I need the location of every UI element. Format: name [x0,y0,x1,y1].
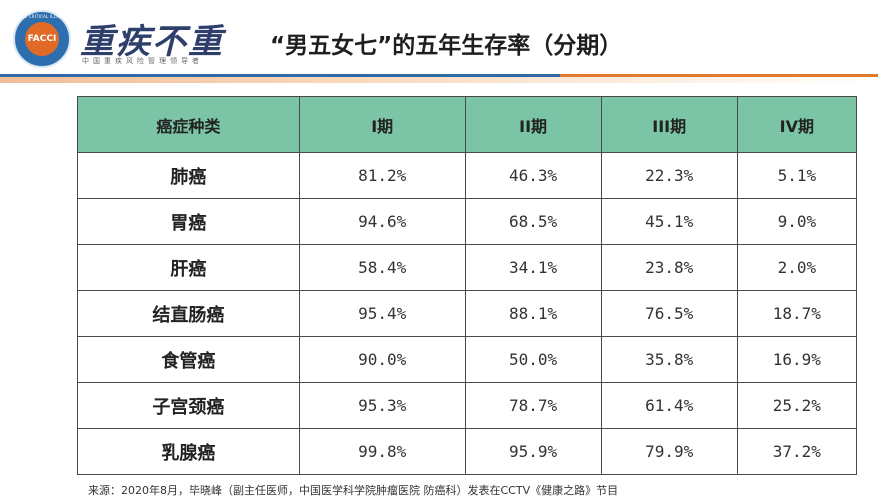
table-row: 食管癌 90.0% 50.0% 35.8% 16.9% [77,336,858,383]
header-cancer-type: 癌症种类 [77,96,300,153]
rate-cell: 37.2% [736,428,858,475]
rate-cell: 95.3% [298,382,466,429]
table-row: 肝癌 58.4% 34.1% 23.8% 2.0% [77,244,858,291]
header-swoosh [0,77,878,83]
cancer-type-cell: 子宫颈癌 [77,382,300,429]
table-row: 结直肠癌 95.4% 88.1% 76.5% 18.7% [77,290,858,337]
table-header-row: 癌症种类 I期 II期 III期 IV期 [77,96,858,153]
header-divider-accent [560,74,878,77]
rate-cell: 58.4% [298,244,466,291]
rate-cell: 95.9% [464,428,602,475]
rate-cell: 34.1% [464,244,602,291]
rate-cell: 45.1% [600,198,738,245]
brand-subtitle: 中国重疾风险管理领导者 [82,57,203,65]
cancer-type-cell: 肝癌 [77,244,300,291]
logo-ring-text: FACE CRITICAL ILLNESS [16,14,68,19]
table-row: 胃癌 94.6% 68.5% 45.1% 9.0% [77,198,858,245]
header: FACE CRITICAL ILLNESS FACCI 重疾不重 中国重疾风险管… [0,0,878,86]
rate-cell: 5.1% [736,152,858,199]
table-row: 肺癌 81.2% 46.3% 22.3% 5.1% [77,152,858,199]
rate-cell: 94.6% [298,198,466,245]
rate-cell: 9.0% [736,198,858,245]
page-title: “男五女七”的五年生存率（分期） [270,33,623,59]
rate-cell: 78.7% [464,382,602,429]
logo-emblem: FACCI [25,22,59,56]
rate-cell: 88.1% [464,290,602,337]
rate-cell: 79.9% [600,428,738,475]
cancer-type-cell: 胃癌 [77,198,300,245]
rate-cell: 46.3% [464,152,602,199]
header-divider [0,74,878,77]
rate-cell: 22.3% [600,152,738,199]
header-stage-1: I期 [298,96,466,153]
header-stage-2: II期 [464,96,602,153]
cancer-type-cell: 乳腺癌 [77,428,300,475]
brand-name: 重疾不重 [80,22,224,62]
rate-cell: 23.8% [600,244,738,291]
rate-cell: 95.4% [298,290,466,337]
rate-cell: 90.0% [298,336,466,383]
rate-cell: 76.5% [600,290,738,337]
cancer-type-cell: 食管癌 [77,336,300,383]
rate-cell: 50.0% [464,336,602,383]
rate-cell: 18.7% [736,290,858,337]
logo: FACE CRITICAL ILLNESS FACCI [13,10,71,68]
survival-table: 癌症种类 I期 II期 III期 IV期 肺癌 81.2% 46.3% 22.3… [77,96,858,475]
rate-cell: 16.9% [736,336,858,383]
cancer-type-cell: 结直肠癌 [77,290,300,337]
header-stage-3: III期 [600,96,738,153]
rate-cell: 99.8% [298,428,466,475]
rate-cell: 35.8% [600,336,738,383]
rate-cell: 68.5% [464,198,602,245]
rate-cell: 81.2% [298,152,466,199]
rate-cell: 61.4% [600,382,738,429]
source-note: 来源：2020年8月，毕晓峰（副主任医师，中国医学科学院肿瘤医院 防癌科）发表在… [88,484,619,497]
rate-cell: 25.2% [736,382,858,429]
cancer-type-cell: 肺癌 [77,152,300,199]
table-row: 乳腺癌 99.8% 95.9% 79.9% 37.2% [77,428,858,475]
table-row: 子宫颈癌 95.3% 78.7% 61.4% 25.2% [77,382,858,429]
rate-cell: 2.0% [736,244,858,291]
header-stage-4: IV期 [736,96,858,153]
